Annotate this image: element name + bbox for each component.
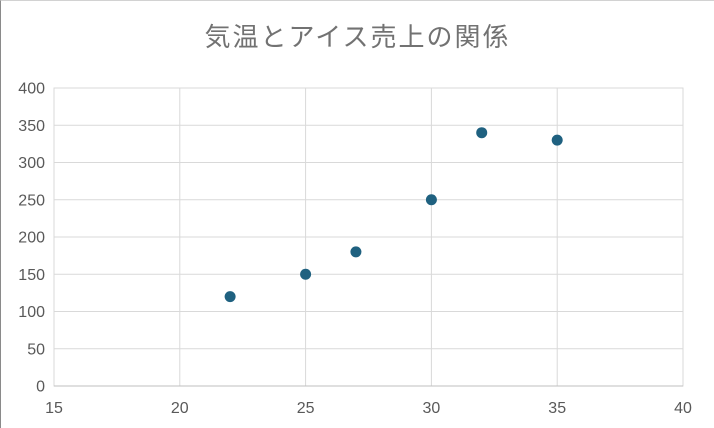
data-point[interactable] <box>224 291 236 303</box>
data-point[interactable] <box>350 246 362 258</box>
y-axis-tick-label: 250 <box>18 192 45 209</box>
y-axis-tick-label: 0 <box>36 379 45 396</box>
data-point[interactable] <box>551 134 563 146</box>
data-point[interactable] <box>476 127 488 139</box>
x-axis-tick-label: 20 <box>171 400 189 417</box>
y-axis-tick-label: 200 <box>18 230 45 247</box>
chart-title: 気温とアイス売上の関係 <box>204 22 511 52</box>
x-axis-tick-label: 30 <box>423 400 441 417</box>
y-axis-tick-label: 150 <box>18 267 45 284</box>
x-axis-tick-label: 35 <box>548 400 566 417</box>
y-axis-tick-label: 50 <box>27 341 45 358</box>
y-axis-tick-label: 300 <box>18 155 45 172</box>
y-axis-tick-label: 400 <box>18 81 45 98</box>
y-axis-tick-label: 350 <box>18 118 45 135</box>
x-axis-tick-label: 40 <box>674 400 692 417</box>
data-point[interactable] <box>300 268 312 280</box>
y-axis-tick-label: 100 <box>18 304 45 321</box>
data-point[interactable] <box>425 194 437 206</box>
x-axis-tick-label: 25 <box>297 400 315 417</box>
x-axis-tick-label: 15 <box>45 400 63 417</box>
